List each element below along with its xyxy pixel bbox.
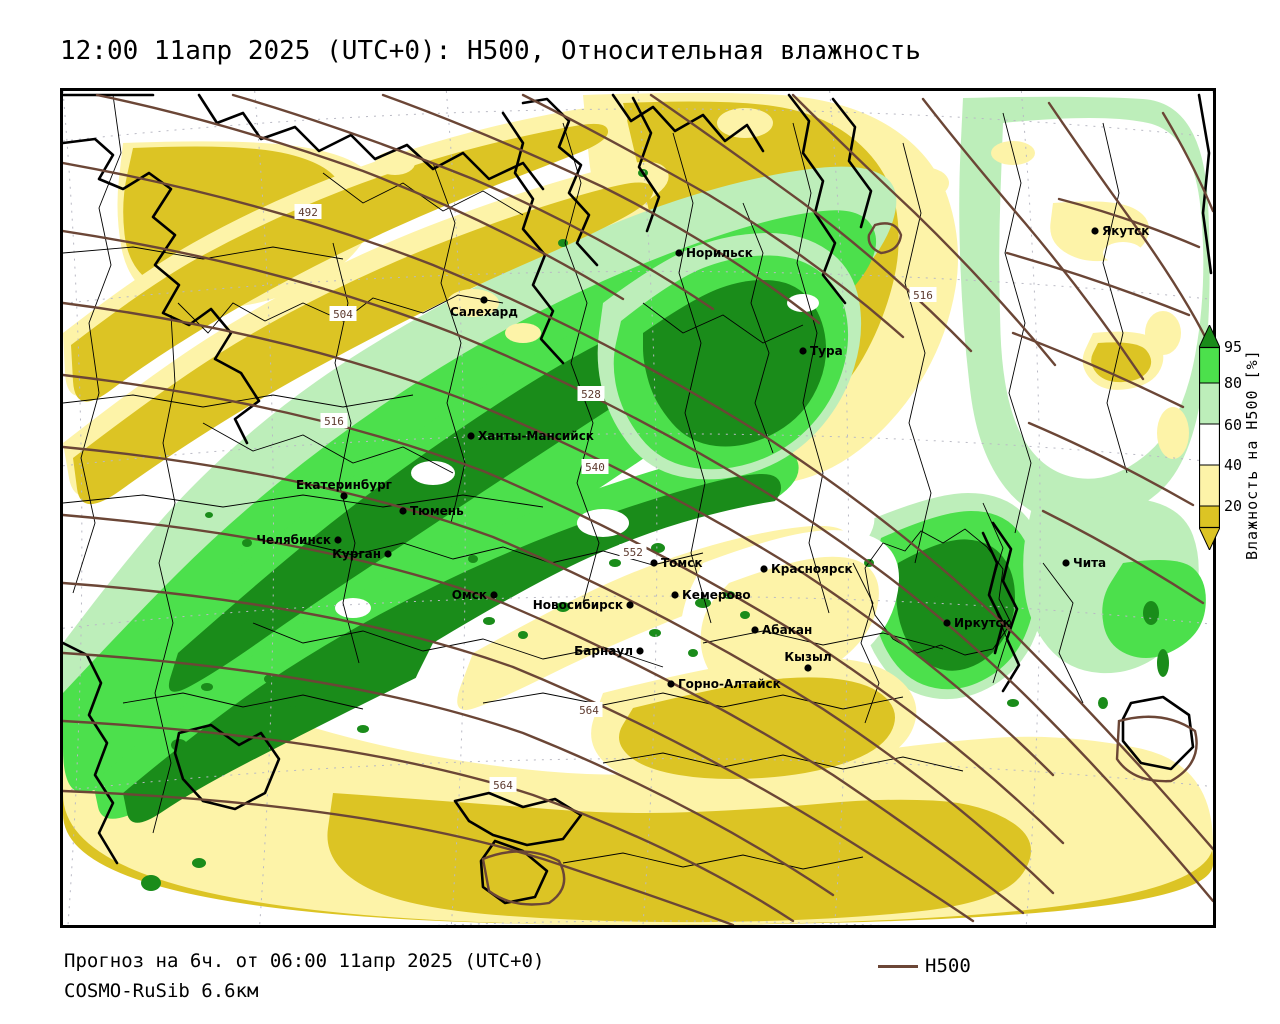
- forecast-info: Прогноз на 6ч. от 06:00 11апр 2025 (UTC+…: [64, 950, 545, 972]
- city-label: Ханты-Мансийск: [478, 429, 594, 443]
- city-marker: Горно-Алтайск: [667, 677, 781, 691]
- city-label: Якутск: [1102, 224, 1149, 238]
- svg-text:552: 552: [623, 546, 643, 559]
- city-marker: Кемерово: [671, 588, 751, 602]
- map-canvas: 492 504 516 516 528 540 552 564 564 Якутск Нориль…: [63, 91, 1213, 925]
- city-label: Барнаул: [574, 644, 633, 658]
- colorbar-axis-label: Влажность на H500 [%]: [1243, 349, 1261, 560]
- h500-contour-layer: [63, 93, 1213, 925]
- city-marker: Челябинск: [256, 533, 342, 547]
- city-label: Норильск: [686, 246, 753, 260]
- city-label: Кемерово: [682, 588, 751, 602]
- city-marker: Абакан: [751, 623, 812, 637]
- colorbar: [1199, 325, 1220, 550]
- colorbar-tick-60: 60: [1224, 416, 1243, 434]
- svg-text:540: 540: [585, 461, 605, 474]
- svg-text:516: 516: [324, 415, 344, 428]
- city-marker: Томск: [650, 556, 703, 570]
- city-marker: Иркутск: [943, 616, 1011, 630]
- city-label: Челябинск: [256, 533, 331, 547]
- city-marker: Салехард: [450, 296, 518, 319]
- city-label: Чита: [1073, 556, 1106, 570]
- city-label: Абакан: [762, 623, 812, 637]
- colorbar-ticks: 95 80 60 40 20: [1224, 325, 1264, 555]
- colorbar-tick-80: 80: [1224, 374, 1243, 392]
- city-marker: Чита: [1062, 556, 1106, 570]
- city-marker: Курган: [332, 547, 392, 561]
- city-label: Омск: [452, 588, 487, 602]
- city-marker: Екатеринбург: [296, 478, 392, 500]
- city-label: Новосибирск: [533, 598, 623, 612]
- city-label: Курган: [332, 547, 381, 561]
- city-label: Тура: [810, 344, 843, 358]
- city-marker: Барнаул: [574, 644, 644, 658]
- city-label: Иркутск: [954, 616, 1011, 630]
- svg-text:564: 564: [493, 779, 513, 792]
- city-marker: Омск: [452, 588, 498, 602]
- city-label: Красноярск: [771, 562, 853, 576]
- colorbar-bands: [1199, 325, 1220, 550]
- city-marker: Якутск: [1091, 224, 1149, 238]
- model-info: COSMO-RuSib 6.6км: [64, 980, 259, 1002]
- colorbar-tick-95: 95: [1224, 338, 1243, 356]
- svg-text:492: 492: [298, 206, 318, 219]
- h500-contour-labels: 492 504 516 516 528 540 552 564 564: [294, 204, 937, 792]
- colorbar-tick-40: 40: [1224, 456, 1243, 474]
- city-label: Кызыл: [784, 650, 831, 664]
- page-title: 12:00 11апр 2025 (UTC+0): H500, Относите…: [60, 36, 921, 66]
- city-marker: Кызыл: [784, 650, 832, 672]
- city-marker: Красноярск: [760, 562, 853, 576]
- h500-legend-line: [878, 965, 918, 968]
- administrative-borders-layer: [63, 94, 1128, 870]
- city-marker: Норильск: [675, 246, 753, 260]
- city-marker: Тура: [799, 344, 843, 358]
- city-marker: Ханты-Мансийск: [467, 429, 594, 443]
- city-label: Екатеринбург: [296, 478, 392, 492]
- svg-text:516: 516: [913, 289, 933, 302]
- svg-text:564: 564: [579, 704, 599, 717]
- weather-map[interactable]: 492 504 516 516 528 540 552 564 564 Якутск Нориль…: [60, 88, 1216, 928]
- city-markers-layer: Якутск Норильск Салехард Тура Ханты-Мансийск…: [256, 224, 1149, 691]
- svg-text:528: 528: [581, 388, 601, 401]
- city-marker: Тюмень: [399, 504, 464, 518]
- colorbar-tick-20: 20: [1224, 497, 1243, 515]
- humidity-fill-layer: [63, 92, 1213, 925]
- svg-text:504: 504: [333, 308, 353, 321]
- city-label: Тюмень: [410, 504, 464, 518]
- city-marker: Новосибирск: [533, 598, 634, 612]
- city-label: Горно-Алтайск: [678, 677, 781, 691]
- city-label: Салехард: [450, 305, 518, 319]
- city-label: Томск: [661, 556, 703, 570]
- h500-legend-label: H500: [925, 955, 971, 977]
